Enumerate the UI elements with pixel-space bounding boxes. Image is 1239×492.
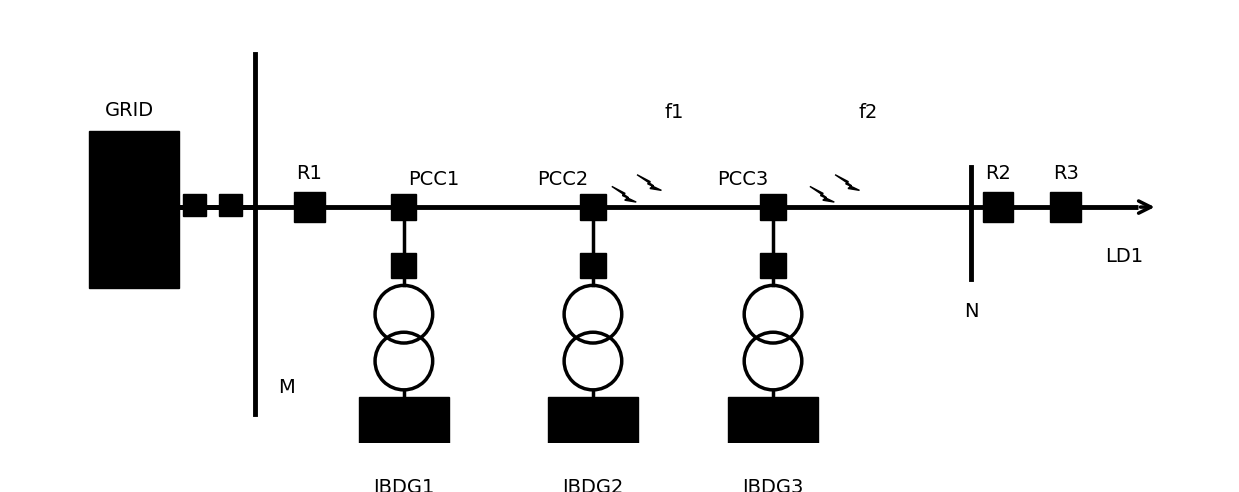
Bar bbox=[219, 193, 242, 216]
Bar bbox=[359, 397, 449, 456]
Text: LD1: LD1 bbox=[1105, 247, 1144, 266]
Text: PCC2: PCC2 bbox=[538, 170, 589, 189]
Text: IBDG2: IBDG2 bbox=[563, 478, 623, 492]
Text: GRID: GRID bbox=[105, 101, 154, 120]
Bar bbox=[392, 253, 416, 278]
Bar bbox=[392, 194, 416, 220]
Text: R3: R3 bbox=[1053, 164, 1079, 183]
Bar bbox=[548, 397, 638, 456]
Polygon shape bbox=[637, 175, 662, 190]
Polygon shape bbox=[612, 186, 636, 202]
Text: R2: R2 bbox=[985, 164, 1011, 183]
Text: f1: f1 bbox=[665, 102, 684, 122]
Bar bbox=[580, 253, 606, 278]
Bar bbox=[729, 397, 818, 456]
Text: PCC1: PCC1 bbox=[409, 170, 460, 189]
Polygon shape bbox=[810, 186, 834, 202]
Bar bbox=[183, 193, 206, 216]
Bar bbox=[1051, 192, 1080, 222]
Bar bbox=[580, 194, 606, 220]
Text: R1: R1 bbox=[296, 164, 322, 183]
Text: PCC3: PCC3 bbox=[717, 170, 768, 189]
Bar bbox=[983, 192, 1014, 222]
Text: M: M bbox=[278, 378, 295, 397]
Text: IBDG3: IBDG3 bbox=[742, 478, 804, 492]
Text: f2: f2 bbox=[859, 102, 878, 122]
Text: N: N bbox=[964, 302, 979, 321]
Bar bbox=[294, 192, 325, 222]
Bar bbox=[761, 194, 786, 220]
Bar bbox=[761, 253, 786, 278]
Bar bbox=[89, 130, 178, 288]
Polygon shape bbox=[835, 175, 860, 190]
Text: IBDG1: IBDG1 bbox=[373, 478, 435, 492]
